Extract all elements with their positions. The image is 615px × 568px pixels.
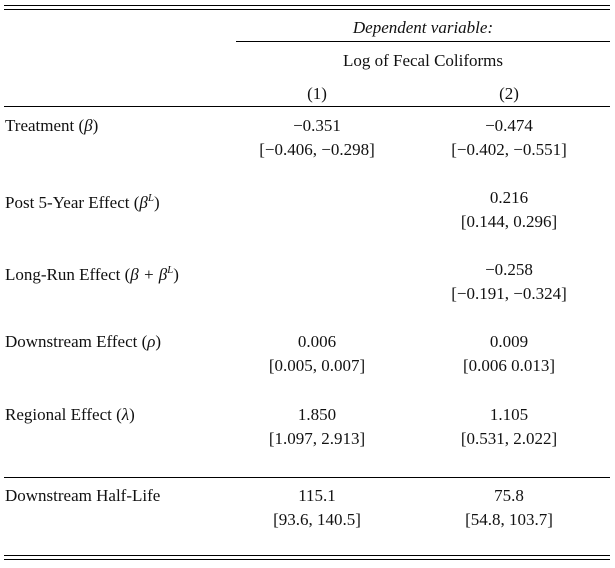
row-label-half-life: Downstream Half-Life xyxy=(5,486,161,505)
regional-estimate-1: 1.850 xyxy=(297,405,337,424)
regional-ci-2: [0.531, 2.022] xyxy=(460,429,558,448)
variable-name: Log of Fecal Coliforms xyxy=(342,51,504,70)
half-life-ci-2: [54.8, 103.7] xyxy=(465,510,553,529)
post-5-year-ci-2: [0.144, 0.296] xyxy=(460,212,558,231)
post-5-year-estimate-2: 0.216 xyxy=(489,188,529,207)
regional-ci-1: [1.097, 2.913] xyxy=(268,429,366,448)
row-label-downstream-effect: Downstream Effect (ρ) xyxy=(5,332,162,351)
downstream-ci-2: [0.006 0.013] xyxy=(462,356,556,375)
top-rule-2 xyxy=(4,9,610,11)
long-run-estimate-2: −0.258 xyxy=(485,260,533,279)
row-label-post-5-year: Post 5-Year Effect (βL) xyxy=(5,192,160,212)
regional-estimate-2: 1.105 xyxy=(489,405,529,424)
long-run-ci-2: [−0.191, −0.324] xyxy=(451,284,567,303)
treatment-ci-2: [−0.402, −0.551] xyxy=(451,140,567,159)
treatment-estimate-2: −0.474 xyxy=(485,116,533,135)
treatment-estimate-1: −0.351 xyxy=(293,116,341,135)
column-header-2: (2) xyxy=(499,84,519,103)
bottom-rule-1 xyxy=(4,555,610,557)
dependent-variable-underline xyxy=(236,41,610,42)
half-life-estimate-2: 75.8 xyxy=(494,486,524,505)
row-label-treatment: Treatment (β) xyxy=(5,116,99,135)
half-life-rule xyxy=(4,477,610,478)
treatment-ci-1: [−0.406, −0.298] xyxy=(259,140,375,159)
downstream-estimate-2: 0.009 xyxy=(489,332,529,351)
top-rule-1 xyxy=(4,5,610,7)
half-life-ci-1: [93.6, 140.5] xyxy=(273,510,361,529)
row-label-long-run: Long-Run Effect (β + βL) xyxy=(5,264,179,284)
dependent-variable-label: Dependent variable: xyxy=(352,18,494,37)
row-label-regional-effect: Regional Effect (λ) xyxy=(5,405,135,424)
column-header-1: (1) xyxy=(307,84,327,103)
downstream-ci-1: [0.005, 0.007] xyxy=(268,356,366,375)
header-rule xyxy=(4,106,610,107)
half-life-estimate-1: 115.1 xyxy=(298,486,336,505)
bottom-rule-2 xyxy=(4,559,610,561)
downstream-estimate-1: 0.006 xyxy=(297,332,337,351)
